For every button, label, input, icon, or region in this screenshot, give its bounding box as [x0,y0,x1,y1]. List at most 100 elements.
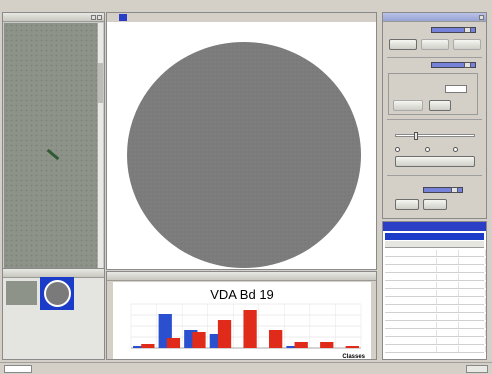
section4-button-2[interactable] [423,199,447,210]
divider [387,175,482,176]
value-field[interactable] [445,85,467,93]
table-row[interactable] [385,337,486,345]
table-titlebar [383,222,486,231]
bar-series-2 [345,346,359,348]
table-cell [437,274,459,280]
section1-button-1[interactable] [389,39,417,50]
table-row[interactable] [385,345,486,353]
table-cell [459,314,486,320]
slider-thumb[interactable] [464,62,471,68]
vertical-scrollbar[interactable] [97,23,103,269]
main-viewer-panel [106,12,377,270]
table-cell [459,346,486,352]
wafer-image[interactable] [127,42,361,268]
table-subheader [385,233,484,240]
table-cell [391,338,437,344]
radio-1[interactable] [395,147,400,152]
table-row[interactable] [385,257,486,265]
slider-thumb[interactable] [464,27,471,33]
histogram-chart: VDA Bd 19 Classes [113,282,371,360]
table-cell [437,346,459,352]
viewer-tabstrip [107,13,376,22]
overview-image[interactable] [4,23,98,269]
table-row[interactable] [385,297,486,305]
range-slider[interactable] [395,132,475,140]
table-cell [459,290,486,296]
table-cell [391,274,437,280]
table-cell [459,274,486,280]
controls-panel [382,12,487,219]
table-cell [391,330,437,336]
divider [387,57,482,58]
table-cell [437,338,459,344]
table-cell [391,346,437,352]
group-button-1[interactable] [393,100,423,111]
table-row[interactable] [385,265,486,273]
table-cell [459,258,486,264]
table-cell [437,250,459,256]
chart-bars [133,310,359,348]
chart-panel: VDA Bd 19 Classes [106,271,377,360]
bar-series-2 [192,332,206,348]
table-cell [391,258,437,264]
status-left [4,365,32,373]
table-row[interactable] [385,305,486,313]
bar-series-2 [217,320,232,348]
radio-2[interactable] [425,147,430,152]
table-cell [437,258,459,264]
table-row[interactable] [385,329,486,337]
chart-title: VDA Bd 19 [210,287,274,302]
table-cell [437,266,459,272]
table-cell [459,306,486,312]
table-cell [437,330,459,336]
chart-xlabel: Classes [342,354,365,360]
pin-icon[interactable] [97,15,102,20]
thumbnail-panel [2,268,105,360]
table-row[interactable] [385,313,486,321]
table-row[interactable] [385,281,486,289]
bar-series-2 [141,344,155,348]
bar-series-1 [286,346,300,348]
image-overview-panel [2,12,105,270]
scroll-thumb[interactable] [98,63,103,103]
particle [46,148,60,161]
bar-series-2 [269,330,283,348]
controls-titlebar [383,13,486,22]
section1-slider[interactable] [431,27,476,33]
section4-slider[interactable] [423,187,463,193]
settings-group [388,73,478,115]
group-button-2[interactable] [429,100,451,111]
results-table-panel [382,221,487,360]
close-icon[interactable] [91,15,96,20]
table-row[interactable] [385,249,486,257]
table-cell [459,338,486,344]
section4-button-1[interactable] [395,199,419,210]
section1-button-2[interactable] [421,39,449,50]
table-cell [459,298,486,304]
section2-slider[interactable] [431,62,476,68]
bar-series-2 [243,310,257,348]
table-cell [459,266,486,272]
viewer-tab[interactable] [119,14,127,21]
table-body [385,249,486,357]
table-row[interactable] [385,321,486,329]
table-cell [437,322,459,328]
range-thumb[interactable] [414,132,418,140]
bar-series-1 [133,346,147,348]
slider-thumb[interactable] [451,187,458,193]
table-cell [391,290,437,296]
section1-button-3[interactable] [453,39,481,50]
section3-button[interactable] [395,156,475,167]
bar-series-2 [166,338,181,348]
table-cell [459,282,486,288]
thumbnail-1[interactable] [6,281,37,305]
radio-3[interactable] [453,147,458,152]
close-icon[interactable] [479,15,484,20]
table-cell [437,298,459,304]
thumbnail-2-selected[interactable] [40,277,74,310]
status-bar [0,362,492,374]
table-row[interactable] [385,273,486,281]
table-cell [437,290,459,296]
table-row[interactable] [385,289,486,297]
table-cell [391,298,437,304]
